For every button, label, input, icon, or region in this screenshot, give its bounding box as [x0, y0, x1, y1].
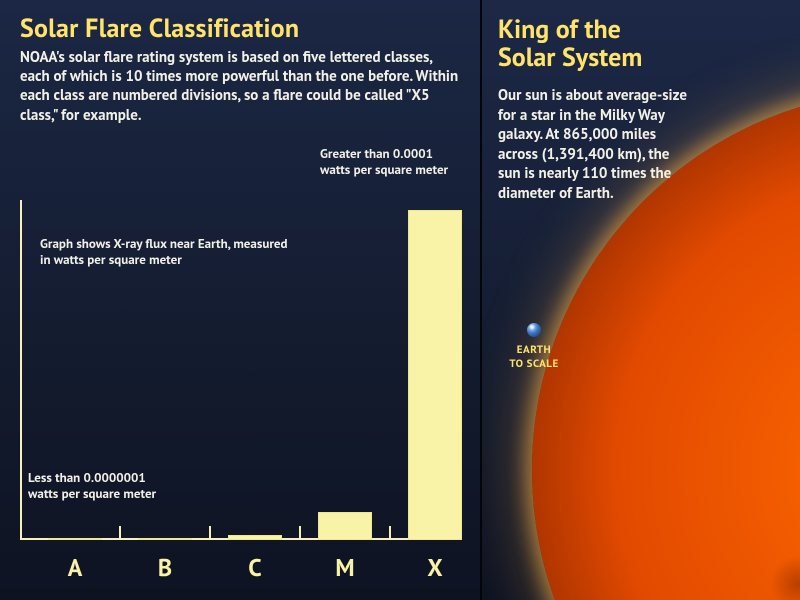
- bar-B: [138, 538, 192, 540]
- left-description: NOAA's solar flare rating system is base…: [20, 48, 460, 125]
- right-title-line2: Solar System: [498, 41, 642, 74]
- right-description: Our sun is about average-size for a star…: [498, 86, 688, 203]
- left-panel: Solar Flare Classification NOAA's solar …: [0, 0, 480, 600]
- infographic-stage: Solar Flare Classification NOAA's solar …: [0, 0, 800, 600]
- x-label-A: A: [68, 552, 83, 583]
- bar-X: [408, 210, 462, 540]
- earth-scale-label: EARTH TO SCALE: [494, 343, 574, 371]
- earth-graphic: [527, 323, 541, 337]
- bar-M: [318, 512, 372, 540]
- x-tick: [209, 526, 211, 540]
- right-panel: King of the Solar System Our sun is abou…: [482, 0, 800, 600]
- x-label-X: X: [427, 552, 442, 583]
- chart-plot-area: [20, 200, 460, 540]
- x-label-M: M: [335, 552, 354, 583]
- earth-label-line1: EARTH: [517, 343, 551, 357]
- annotation-top-right: Greater than 0.0001 watts per square met…: [320, 146, 460, 179]
- earth-label-line2: TO SCALE: [509, 357, 558, 371]
- bar-A: [48, 538, 102, 540]
- left-title: Solar Flare Classification: [20, 12, 299, 45]
- x-tick: [389, 526, 391, 540]
- right-title: King of the Solar System: [498, 16, 642, 72]
- x-tick: [119, 526, 121, 540]
- x-tick: [299, 526, 301, 540]
- earth-highlight: [530, 325, 534, 329]
- y-axis: [20, 200, 22, 540]
- x-axis-labels: ABCMX: [20, 544, 460, 584]
- x-label-C: C: [248, 552, 261, 583]
- bar-C: [228, 535, 282, 540]
- x-label-B: B: [158, 552, 172, 583]
